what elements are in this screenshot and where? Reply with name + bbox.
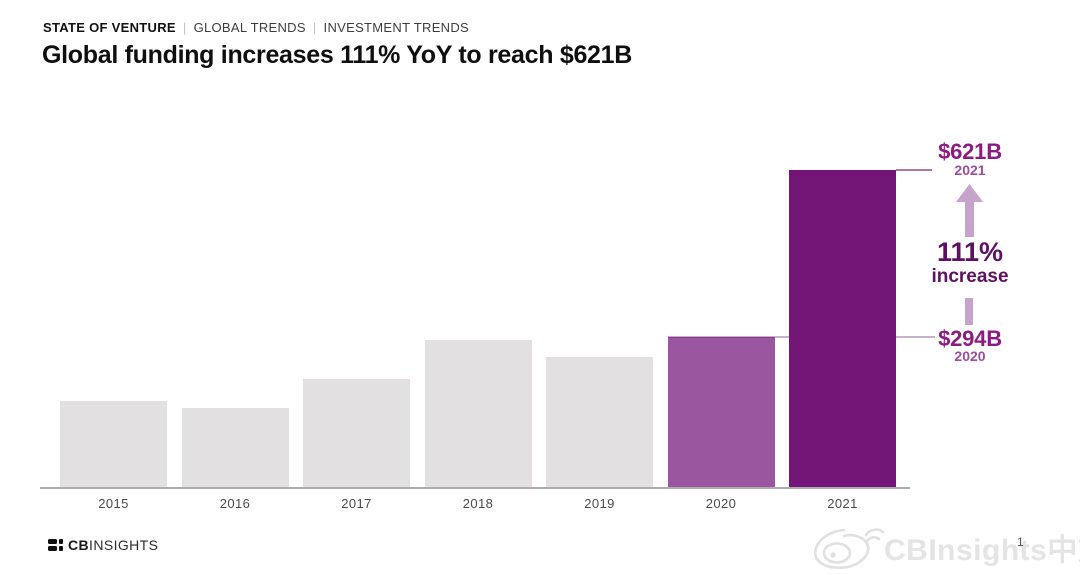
watermark-text: CBInsights中文 (884, 534, 1080, 567)
breadcrumb-subsection: INVESTMENT TRENDS (323, 20, 470, 35)
bar-2019 (546, 357, 653, 488)
axis-label-2016: 2016 (219, 496, 251, 511)
connector-segment (965, 298, 973, 325)
increase-label: increase (931, 266, 1009, 287)
callout-year-2020: 2020 (954, 348, 986, 364)
axis-label-2018: 2018 (462, 496, 494, 511)
axis-label-2017: 2017 (341, 496, 372, 511)
axis-label-2015: 2015 (98, 496, 129, 511)
cbinsights-logo: CBINSIGHTS (48, 537, 158, 553)
breadcrumb-report-name: STATE OF VENTURE (43, 20, 176, 35)
cbinsights-logo-icon (48, 539, 63, 551)
bar-2018 (424, 340, 532, 488)
slide-title: Global funding increases 111% YoY to rea… (42, 41, 633, 69)
breadcrumb-separator: | (312, 20, 317, 35)
callout-value-2021: $621B (938, 139, 1002, 164)
weibo-icon (813, 528, 885, 570)
axis-label-2020: 2020 (705, 496, 737, 511)
bar-2015 (60, 401, 167, 488)
increase-arrow-icon (956, 184, 983, 237)
callout-year-2021: 2021 (954, 162, 986, 178)
page-number: 1 (1017, 535, 1024, 549)
report-breadcrumb: STATE OF VENTURE | GLOBAL TRENDS | INVESTMEN… (43, 20, 469, 35)
bar-2021 (789, 170, 896, 488)
callout-value-2020: $294B (938, 326, 1002, 351)
bar-2016 (181, 408, 289, 488)
bar-2017 (303, 379, 410, 488)
axis-label-2021: 2021 (827, 496, 858, 511)
cbinsights-logo-text: CBINSIGHTS (68, 537, 159, 553)
increase-percent: 111% (936, 237, 1004, 267)
x-axis-line (40, 487, 910, 489)
breadcrumb-section: GLOBAL TRENDS (193, 20, 306, 35)
callout-line-2021 (896, 169, 932, 171)
bar-2020 (667, 337, 775, 488)
axis-label-2019: 2019 (584, 496, 615, 511)
breadcrumb-separator: | (182, 20, 187, 35)
